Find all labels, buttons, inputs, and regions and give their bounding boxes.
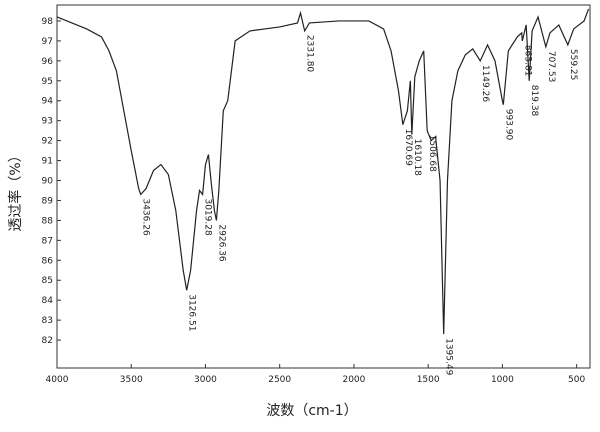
peak-label: 1149.26 (480, 65, 490, 102)
y-axis-label: 透过率（%） (7, 148, 24, 231)
peak-label: 1395.49 (444, 338, 454, 375)
peak-label: 819.38 (529, 85, 539, 117)
y-tick-label: 95 (42, 77, 53, 87)
x-tick-label: 3000 (194, 375, 217, 385)
x-tick-label: 1000 (491, 375, 514, 385)
peak-label: 865.81 (522, 45, 532, 77)
x-tick-label: 2500 (268, 375, 291, 385)
x-axis-label: 波数（cm-1） (266, 403, 357, 419)
x-tick-label: 2000 (342, 375, 365, 385)
y-tick-label: 98 (42, 17, 54, 27)
spectrum-line (56, 8, 590, 335)
y-tick-label: 92 (42, 137, 53, 147)
peak-label: 2926.36 (216, 224, 226, 261)
x-tick-label: 4000 (46, 375, 69, 385)
x-tick-label: 3500 (120, 375, 143, 385)
x-tick-label: 1500 (417, 375, 440, 385)
peak-label: 1506.68 (427, 135, 437, 172)
y-tick-label: 88 (42, 216, 54, 226)
y-tick-label: 85 (42, 276, 53, 286)
peak-label: 3436.26 (141, 198, 151, 235)
y-tick-label: 90 (42, 177, 54, 187)
peak-label: 559.25 (568, 49, 578, 80)
peak-label: 707.53 (546, 51, 556, 82)
peak-label: 3019.28 (203, 198, 213, 235)
y-tick-label: 89 (42, 196, 54, 206)
y-tick-label: 87 (42, 236, 53, 246)
y-tick-label: 82 (42, 336, 53, 346)
y-tick-label: 97 (42, 37, 53, 47)
plot-frame (56, 4, 591, 369)
y-tick-label: 96 (42, 57, 54, 67)
y-tick-label: 93 (42, 117, 53, 127)
y-tick-label: 83 (42, 316, 53, 326)
y-tick-label: 86 (42, 256, 54, 266)
y-tick-label: 91 (42, 157, 53, 167)
peak-label: 1670.69 (403, 129, 413, 166)
peak-label: 2331.80 (305, 35, 315, 72)
y-tick-label: 94 (42, 97, 54, 107)
x-tick-label: 500 (568, 375, 585, 385)
peak-label: 993.90 (503, 109, 513, 141)
peak-label: 1610.18 (412, 139, 422, 176)
y-tick-label: 84 (42, 296, 54, 306)
peak-label: 3126.51 (187, 294, 197, 331)
